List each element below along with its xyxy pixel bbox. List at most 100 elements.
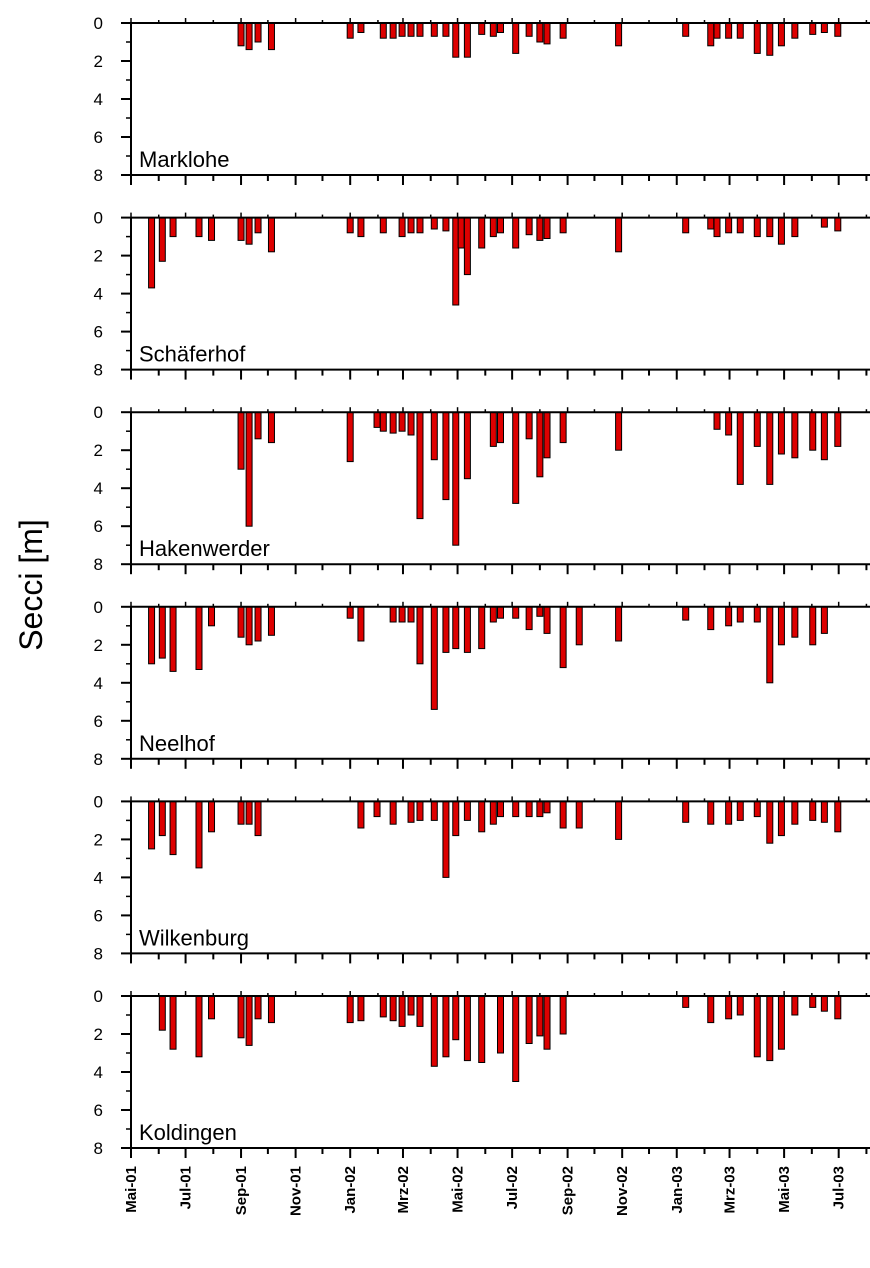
secchi-bar <box>416 22 424 37</box>
secchi-bar <box>254 995 262 1020</box>
secchi-bar <box>766 22 774 56</box>
secchi-bar <box>158 217 166 262</box>
secchi-bar <box>373 800 381 818</box>
secchi-bar <box>357 800 365 829</box>
secchi-bar <box>753 217 761 238</box>
secchi-bar <box>615 217 623 253</box>
secchi-bar <box>512 411 520 504</box>
secchi-bar <box>525 606 533 631</box>
secchi-bar <box>169 995 177 1050</box>
secchi-bar <box>736 606 744 623</box>
secchi-bar <box>766 995 774 1062</box>
secchi-bar <box>346 411 354 463</box>
secchi-bar <box>525 217 533 236</box>
secchi-bar <box>791 217 799 238</box>
secchi-bar <box>237 217 245 241</box>
secchi-bar <box>169 606 177 672</box>
secchi-bar <box>834 800 842 833</box>
secchi-bar <box>245 800 253 825</box>
station-label: Neelhof <box>139 731 216 756</box>
secchi-bar <box>777 800 785 837</box>
y-axis-label: Secci [m] <box>13 519 49 651</box>
secchi-bar <box>379 411 387 432</box>
station-label: Wilkenburg <box>139 925 249 950</box>
secchi-bar <box>725 995 733 1020</box>
secchi-bar <box>237 606 245 638</box>
station-label: Koldingen <box>139 1120 237 1145</box>
secchi-bar <box>753 606 761 623</box>
y-tick-label: 2 <box>94 1025 103 1044</box>
secchi-bar <box>357 606 365 642</box>
secchi-bar <box>407 800 415 823</box>
secchi-bar <box>682 217 690 234</box>
secchi-bar <box>398 995 406 1027</box>
secchi-bar <box>245 411 253 527</box>
secchi-bar <box>497 217 504 234</box>
secchi-bar <box>707 800 715 825</box>
y-tick-label: 6 <box>94 323 103 342</box>
secchi-bar <box>766 217 774 238</box>
secchi-bar <box>442 22 450 37</box>
secchi-bar <box>148 606 156 665</box>
secchi-bar <box>725 606 733 627</box>
y-tick-label: 4 <box>94 674 103 693</box>
secchi-bar <box>452 22 460 58</box>
secchi-bar <box>809 606 817 646</box>
secchi-bar <box>442 606 450 653</box>
secchi-bar <box>753 995 761 1058</box>
secchi-bar <box>254 800 262 837</box>
secchi-bar <box>536 411 544 478</box>
secchi-bar <box>525 411 533 440</box>
secchi-bar <box>543 217 551 240</box>
secchi-bar <box>707 217 715 230</box>
secchi-bar <box>512 217 520 249</box>
secchi-bar <box>389 995 397 1022</box>
station-label: Schäferhof <box>139 342 246 367</box>
secchi-bar <box>753 800 761 818</box>
secchi-bar <box>407 411 415 436</box>
y-tick-label: 4 <box>94 479 103 498</box>
secchi-bar <box>543 800 551 814</box>
secchi-bar <box>682 22 690 37</box>
secchi-bar <box>559 995 567 1035</box>
y-tick-label: 2 <box>94 52 103 71</box>
secchi-bar <box>158 800 166 837</box>
secchi-bar <box>457 217 465 249</box>
secchi-bar <box>497 411 504 444</box>
y-tick-label: 8 <box>94 1139 103 1158</box>
secchi-bar <box>478 995 486 1063</box>
secchi-bar <box>736 22 744 39</box>
y-tick-label: 8 <box>94 944 103 963</box>
secchi-bar <box>478 800 486 833</box>
secchi-bar <box>725 800 733 825</box>
secchi-bar <box>834 217 842 232</box>
secchi-bar <box>736 411 744 485</box>
secchi-bar <box>559 606 567 669</box>
secchi-bar <box>543 606 551 634</box>
secchi-bar <box>559 22 567 39</box>
secchi-bar <box>430 800 438 821</box>
y-tick-label: 2 <box>94 636 103 655</box>
secchi-bar <box>791 800 799 825</box>
secchi-bar <box>736 217 744 234</box>
secchi-bar <box>736 800 744 821</box>
secchi-bar <box>254 217 262 234</box>
secchi-bar <box>834 995 842 1020</box>
x-tick-label: Sep-01 <box>233 1166 250 1215</box>
secchi-bar <box>736 995 744 1016</box>
y-tick-label: 8 <box>94 166 103 185</box>
secchi-bar <box>834 411 842 447</box>
secchi-bar <box>148 800 156 850</box>
secchi-bar <box>254 22 262 43</box>
y-tick-label: 4 <box>94 90 103 109</box>
secchi-bar <box>389 800 397 825</box>
y-tick-label: 4 <box>94 1063 103 1082</box>
secchi-bar <box>208 800 216 833</box>
y-tick-label: 0 <box>94 987 103 1006</box>
secchi-bar <box>379 995 387 1018</box>
secchi-bar <box>357 995 365 1022</box>
y-tick-label: 6 <box>94 128 103 147</box>
secchi-bar <box>777 606 785 646</box>
secchi-bar <box>820 800 828 823</box>
secchi-bar <box>389 606 397 623</box>
